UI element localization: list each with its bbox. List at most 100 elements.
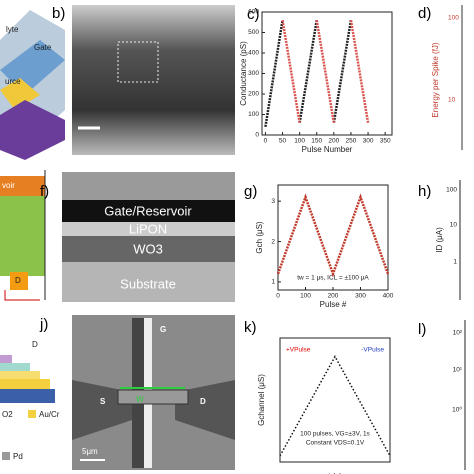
panel-label: b) — [52, 5, 65, 22]
y-axis-label: Gch (μS) — [255, 221, 264, 254]
layer — [62, 262, 235, 302]
text: D — [200, 397, 206, 406]
text: D — [15, 276, 21, 285]
x-tick-label: 250 — [346, 138, 357, 145]
text: 5μm — [82, 447, 98, 456]
channel — [117, 389, 189, 405]
annotation: Constant VDS=0.1V — [306, 440, 365, 447]
x-tick-label: 150 — [311, 138, 322, 145]
y-tick-label: 600 — [248, 9, 259, 16]
wire — [4, 290, 40, 301]
layer — [0, 355, 12, 363]
y-tick-label: 100 — [248, 111, 259, 118]
layer — [62, 172, 235, 200]
y-tick-label: 2 — [271, 238, 275, 245]
x-axis-label: t (s) — [328, 472, 342, 474]
text: urce — [5, 77, 21, 86]
tick-label: 10¹ — [453, 367, 463, 374]
panel-label: l) — [418, 321, 426, 338]
annotation: 100 pulses, VG=±3V, 1s — [300, 431, 370, 438]
layer — [0, 371, 40, 379]
contact — [0, 78, 40, 110]
tick-label: 1 — [453, 259, 457, 266]
source — [72, 380, 132, 440]
panel-label: h) — [418, 183, 431, 200]
panel-i: D O2 Au/Cr Pd — [0, 340, 60, 461]
data-line — [276, 193, 390, 278]
x-tick-label: 300 — [363, 138, 374, 145]
panel-label: c) — [247, 6, 260, 23]
x-tick-label: 50 — [279, 138, 287, 145]
y-tick-label: 300 — [248, 70, 259, 77]
data-line — [264, 19, 353, 127]
annotation: tw = 1 μs, ICL = ±100 μA — [297, 275, 369, 282]
plot-frame — [279, 337, 391, 463]
text: O2 — [2, 410, 13, 419]
text: Gate — [34, 43, 52, 52]
tick-label: 10 — [448, 97, 456, 104]
panel-label: j) — [39, 316, 48, 333]
x-tick-label: 0 — [276, 293, 280, 300]
electrode — [10, 272, 28, 290]
panel-a: lyte Gate urce — [0, 10, 65, 160]
layer-label: Substrate — [120, 276, 176, 291]
text: W — [136, 395, 144, 404]
panel-label: f) — [40, 183, 49, 200]
y-tick-label: 3 — [271, 198, 275, 205]
text: voir — [2, 181, 15, 190]
layer-label: Gate/Reservoir — [104, 203, 192, 218]
layer — [62, 200, 235, 222]
data-line — [281, 19, 370, 123]
x-tick-label: 100 — [300, 293, 311, 300]
tick-label: 100 — [446, 187, 457, 194]
axis-label: Energy per Spike (fJ) — [431, 42, 440, 117]
tick-label: 10² — [453, 330, 463, 337]
legend-swatch — [28, 410, 36, 418]
layer — [0, 196, 45, 276]
roi — [117, 41, 159, 83]
x-tick-label: 350 — [380, 138, 391, 145]
annotation: -VPulse — [361, 347, 384, 354]
y-tick-label: 0 — [255, 132, 259, 139]
layer — [0, 363, 30, 371]
x-axis-label: Pulse Number — [302, 145, 353, 154]
annotation: +VPulse — [286, 347, 311, 354]
text: G — [160, 325, 166, 334]
panel-e: voir D — [0, 170, 46, 301]
layer-label: LiPON — [129, 221, 167, 236]
y-tick-label: 400 — [248, 50, 259, 57]
substrate — [0, 100, 65, 160]
tem-image — [72, 5, 235, 155]
layer-label: WO3 — [133, 241, 163, 256]
axis-label: ID (μA) — [435, 227, 444, 253]
text: S — [100, 397, 106, 406]
panel-label: g) — [244, 183, 257, 200]
y-axis-label: Conductance (pS) — [239, 41, 248, 106]
layer — [0, 176, 45, 196]
y-tick-label: 1 — [271, 279, 275, 286]
y-tick-label: 200 — [248, 91, 259, 98]
charts: c) 0 50 100 150 200 250 300 350 0 100 200 300 400 500 6… — [239, 6, 394, 474]
x-tick-label: 400 — [383, 293, 394, 300]
x-tick-label: 0 — [264, 138, 268, 145]
tick-label: 10⁰ — [452, 406, 462, 414]
x-tick-label: 300 — [355, 293, 366, 300]
layer — [62, 236, 235, 262]
panel-label: d) — [418, 5, 431, 22]
panel-label: k) — [244, 319, 257, 336]
layer — [62, 222, 235, 236]
legend-swatch — [2, 452, 10, 460]
text: D — [32, 340, 38, 349]
text: Au/Cr — [39, 410, 60, 419]
x-tick-label: 200 — [328, 293, 339, 300]
tick-label: 10 — [450, 222, 458, 229]
y-axis-label: Gchannel (μS) — [257, 374, 266, 426]
text: Pd — [13, 452, 23, 461]
drain — [175, 380, 235, 440]
layer — [0, 379, 50, 389]
text: lyte — [6, 25, 19, 34]
y-tick-label: 500 — [248, 29, 259, 36]
x-axis-label: Pulse # — [320, 300, 347, 309]
x-tick-label: 200 — [328, 138, 339, 145]
